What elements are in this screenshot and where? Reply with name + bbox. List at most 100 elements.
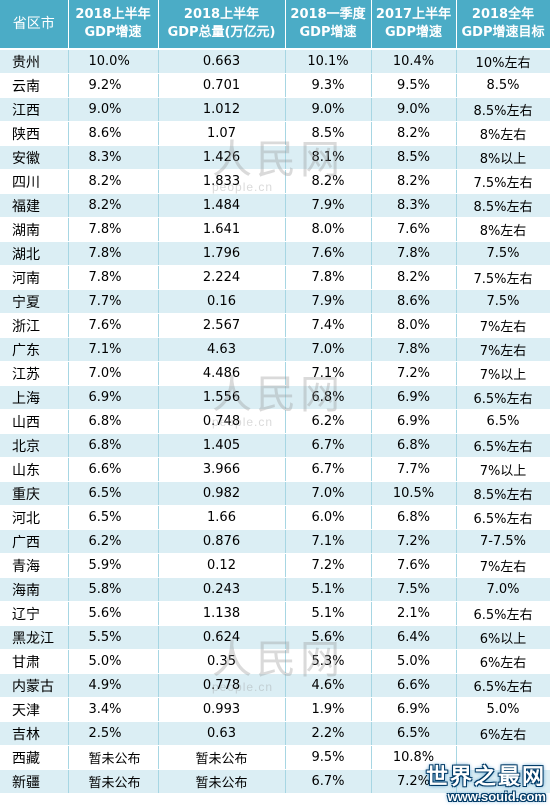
cell-q1-2018-growth: 5.6% (285, 625, 372, 650)
cell-region: 云南 (0, 73, 69, 98)
cell-q1-2018-growth: 10.1% (285, 49, 372, 74)
cell-2018-target: 6.5%左右 (456, 673, 550, 698)
cell-q1-2018-growth: 4.6% (285, 673, 372, 698)
cell-q1-2018-growth: 5.3% (285, 649, 372, 674)
cell-h1-2017-growth: 6.5% (371, 721, 457, 746)
cell-h1-2017-growth: 7.6% (371, 553, 457, 578)
cell-h1-2018-total: 0.16 (158, 289, 286, 314)
cell-region: 河北 (0, 505, 69, 530)
table-row: 海南 5.8% 0.243 5.1% 7.5% 7.0% (0, 577, 550, 602)
cell-h1-2018-growth: 5.6% (68, 601, 159, 626)
cell-h1-2018-total: 2.224 (158, 265, 286, 290)
cell-q1-2018-growth: 7.0% (285, 481, 372, 506)
cell-h1-2018-total: 0.778 (158, 673, 286, 698)
table-row: 广西 6.2% 0.876 7.1% 7.2% 7-7.5% (0, 529, 550, 554)
cell-2018-target (456, 769, 550, 794)
cell-h1-2018-total: 1.641 (158, 217, 286, 242)
cell-region: 新疆 (0, 769, 69, 794)
cell-2018-target: 7.0% (456, 577, 550, 602)
cell-h1-2018-growth: 9.2% (68, 73, 159, 98)
cell-h1-2018-growth: 8.2% (68, 193, 159, 218)
cell-2018-target: 5.0% (456, 697, 550, 722)
cell-h1-2018-growth: 6.2% (68, 529, 159, 554)
cell-h1-2018-growth: 暂未公布 (68, 745, 159, 770)
cell-h1-2018-growth: 6.5% (68, 505, 159, 530)
table-row: 福建 8.2% 1.484 7.9% 8.3% 8.5%左右 (0, 193, 550, 218)
table-row: 河北 6.5% 1.66 6.0% 6.8% 6.5%左右 (0, 505, 550, 530)
cell-h1-2018-total: 0.748 (158, 409, 286, 434)
cell-2018-target: 7%以上 (456, 457, 550, 482)
cell-h1-2018-total: 0.663 (158, 49, 286, 74)
cell-2018-target: 8.5% (456, 73, 550, 98)
cell-h1-2017-growth: 7.2% (371, 529, 457, 554)
cell-h1-2018-total: 0.63 (158, 721, 286, 746)
cell-h1-2017-growth: 6.9% (371, 385, 457, 410)
cell-2018-target: 6.5%左右 (456, 385, 550, 410)
cell-q1-2018-growth: 8.1% (285, 145, 372, 170)
cell-h1-2018-growth: 2.5% (68, 721, 159, 746)
cell-h1-2018-growth: 5.0% (68, 649, 159, 674)
cell-h1-2018-growth: 3.4% (68, 697, 159, 722)
cell-region: 重庆 (0, 481, 69, 506)
cell-region: 西藏 (0, 745, 69, 770)
table-row: 青海 5.9% 0.12 7.2% 7.6% 7%左右 (0, 553, 550, 578)
cell-region: 甘肃 (0, 649, 69, 674)
cell-region: 安徽 (0, 145, 69, 170)
cell-region: 江西 (0, 97, 69, 122)
cell-2018-target: 6%以上 (456, 625, 550, 650)
table-row: 安徽 8.3% 1.426 8.1% 8.5% 8%以上 (0, 145, 550, 170)
table-row: 陕西 8.6% 1.07 8.5% 8.2% 8%左右 (0, 121, 550, 146)
cell-region: 四川 (0, 169, 69, 194)
cell-2018-target: 7.5%左右 (456, 265, 550, 290)
cell-h1-2018-growth: 8.6% (68, 121, 159, 146)
cell-q1-2018-growth: 6.7% (285, 457, 372, 482)
cell-h1-2018-total: 4.486 (158, 361, 286, 386)
cell-h1-2018-total: 0.701 (158, 73, 286, 98)
cell-h1-2017-growth: 8.2% (371, 265, 457, 290)
cell-region: 天津 (0, 697, 69, 722)
cell-2018-target: 8.5%左右 (456, 481, 550, 506)
table-row: 新疆 暂未公布 暂未公布 6.7% 7.2% (0, 769, 550, 794)
cell-h1-2018-total: 4.63 (158, 337, 286, 362)
cell-h1-2017-growth: 6.8% (371, 505, 457, 530)
table-row: 上海 6.9% 1.556 6.8% 6.9% 6.5%左右 (0, 385, 550, 410)
table-row: 江西 9.0% 1.012 9.0% 9.0% 8.5%左右 (0, 97, 550, 122)
table-row: 甘肃 5.0% 0.35 5.3% 5.0% 6%左右 (0, 649, 550, 674)
header-h1-2018-total: 2018上半年 GDP总量(万亿元) (158, 0, 286, 50)
table-row: 山西 6.8% 0.748 6.2% 6.9% 6.5% (0, 409, 550, 434)
cell-h1-2018-growth: 5.5% (68, 625, 159, 650)
cell-h1-2017-growth: 6.8% (371, 433, 457, 458)
cell-region: 青海 (0, 553, 69, 578)
table-row: 江苏 7.0% 4.486 7.1% 7.2% 7%以上 (0, 361, 550, 386)
cell-h1-2018-growth: 6.9% (68, 385, 159, 410)
cell-2018-target: 6.5% (456, 409, 550, 434)
cell-q1-2018-growth: 5.1% (285, 601, 372, 626)
cell-h1-2017-growth: 7.8% (371, 241, 457, 266)
cell-q1-2018-growth: 7.2% (285, 553, 372, 578)
cell-h1-2018-growth: 暂未公布 (68, 769, 159, 794)
brand-logo: 世界之最网 www.souid.com (426, 766, 546, 804)
table-row: 内蒙古 4.9% 0.778 4.6% 6.6% 6.5%左右 (0, 673, 550, 698)
cell-q1-2018-growth: 2.2% (285, 721, 372, 746)
cell-region: 内蒙古 (0, 673, 69, 698)
cell-2018-target: 6.5%左右 (456, 433, 550, 458)
cell-h1-2018-total: 1.426 (158, 145, 286, 170)
cell-region: 江苏 (0, 361, 69, 386)
cell-h1-2017-growth: 9.0% (371, 97, 457, 122)
cell-h1-2018-total: 0.993 (158, 697, 286, 722)
cell-q1-2018-growth: 7.6% (285, 241, 372, 266)
table-row: 黑龙江 5.5% 0.624 5.6% 6.4% 6%以上 (0, 625, 550, 650)
cell-region: 北京 (0, 433, 69, 458)
cell-q1-2018-growth: 8.0% (285, 217, 372, 242)
cell-h1-2017-growth: 8.6% (371, 289, 457, 314)
cell-h1-2017-growth: 6.6% (371, 673, 457, 698)
cell-2018-target: 7.5% (456, 241, 550, 266)
table-row: 湖北 7.8% 1.796 7.6% 7.8% 7.5% (0, 241, 550, 266)
cell-h1-2018-growth: 7.7% (68, 289, 159, 314)
cell-region: 福建 (0, 193, 69, 218)
cell-h1-2017-growth: 6.4% (371, 625, 457, 650)
cell-region: 浙江 (0, 313, 69, 338)
cell-2018-target: 8%左右 (456, 217, 550, 242)
cell-h1-2018-growth: 10.0% (68, 49, 159, 74)
cell-2018-target: 7.5%左右 (456, 169, 550, 194)
